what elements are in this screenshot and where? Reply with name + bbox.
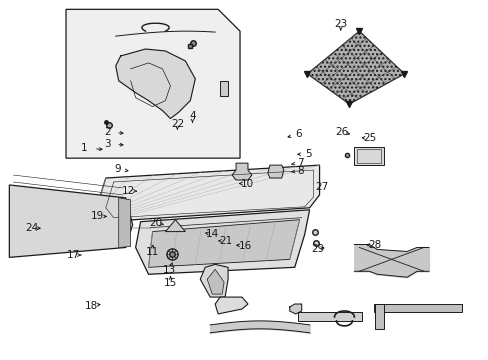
Polygon shape <box>165 220 185 231</box>
Polygon shape <box>215 297 247 314</box>
Polygon shape <box>307 31 404 104</box>
Text: 7: 7 <box>297 158 303 168</box>
Text: 18: 18 <box>84 301 98 311</box>
Text: 20: 20 <box>149 218 162 228</box>
Polygon shape <box>220 81 227 96</box>
Bar <box>374 304 384 329</box>
Text: 10: 10 <box>240 179 253 189</box>
Polygon shape <box>119 198 130 247</box>
Polygon shape <box>289 304 301 314</box>
Text: 1: 1 <box>81 143 87 153</box>
Bar <box>354 147 384 165</box>
Text: 13: 13 <box>162 265 175 275</box>
Text: 4: 4 <box>189 111 195 121</box>
Bar <box>373 304 461 312</box>
Text: 27: 27 <box>315 182 328 192</box>
Text: 16: 16 <box>238 241 252 251</box>
Text: 28: 28 <box>367 240 381 250</box>
Text: 5: 5 <box>305 149 311 159</box>
Polygon shape <box>148 220 299 267</box>
Polygon shape <box>207 269 224 294</box>
Polygon shape <box>96 165 319 222</box>
Text: 19: 19 <box>91 211 104 221</box>
Text: 24: 24 <box>25 223 38 233</box>
Text: 12: 12 <box>122 186 135 196</box>
Text: 21: 21 <box>219 237 232 247</box>
Polygon shape <box>116 49 195 118</box>
Text: 11: 11 <box>145 247 159 257</box>
Polygon shape <box>200 264 227 297</box>
Text: 15: 15 <box>163 278 177 288</box>
Text: 2: 2 <box>104 127 110 137</box>
Text: 6: 6 <box>295 129 302 139</box>
Polygon shape <box>232 163 251 180</box>
Polygon shape <box>267 165 283 178</box>
Text: 17: 17 <box>66 250 80 260</box>
Polygon shape <box>9 185 132 257</box>
Text: 23: 23 <box>333 18 346 28</box>
Text: 14: 14 <box>206 229 219 239</box>
Polygon shape <box>135 210 309 274</box>
Polygon shape <box>66 9 240 158</box>
Text: 26: 26 <box>334 127 347 137</box>
Text: 8: 8 <box>297 166 303 176</box>
Text: 29: 29 <box>310 244 324 253</box>
Bar <box>357 149 381 163</box>
Text: 3: 3 <box>104 139 110 149</box>
Text: 9: 9 <box>115 164 121 174</box>
Text: 25: 25 <box>363 133 376 143</box>
Text: 22: 22 <box>170 118 183 129</box>
Bar <box>297 312 362 321</box>
